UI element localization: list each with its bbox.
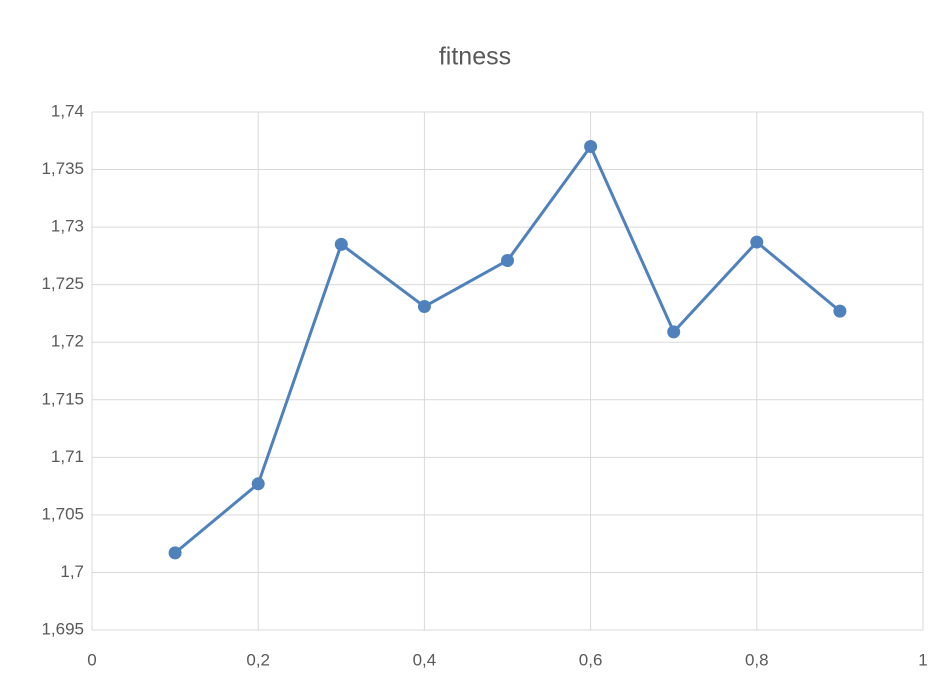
data-point — [750, 235, 764, 249]
y-tick-label: 1,74 — [51, 101, 84, 120]
data-point — [251, 477, 265, 491]
y-tick-label: 1,705 — [41, 504, 84, 523]
chart-title: fitness — [439, 43, 511, 71]
data-point — [584, 140, 598, 154]
y-tick-label: 1,715 — [41, 389, 84, 408]
x-tick-label: 0 — [87, 650, 96, 669]
series-line — [174, 145, 841, 555]
x-tick-label: 0,8 — [745, 650, 769, 669]
y-tick-label: 1,735 — [41, 159, 84, 178]
data-point — [168, 546, 182, 560]
x-tick-label: 0,4 — [413, 650, 437, 669]
data-point — [833, 304, 847, 318]
data-point — [334, 237, 348, 251]
y-tick-label: 1,725 — [41, 274, 84, 293]
y-tick-label: 1,72 — [51, 332, 84, 351]
x-tick-label: 0,2 — [246, 650, 270, 669]
data-point — [417, 300, 431, 314]
data-point — [667, 325, 681, 339]
y-tick-label: 1,73 — [51, 217, 84, 236]
x-tick-label: 1 — [918, 650, 927, 669]
x-tick-label: 0,6 — [579, 650, 603, 669]
data-point — [501, 253, 514, 267]
y-tick-label: 1,7 — [60, 562, 84, 581]
y-tick-label: 1,71 — [51, 447, 84, 466]
y-tick-label: 1,695 — [41, 619, 84, 638]
